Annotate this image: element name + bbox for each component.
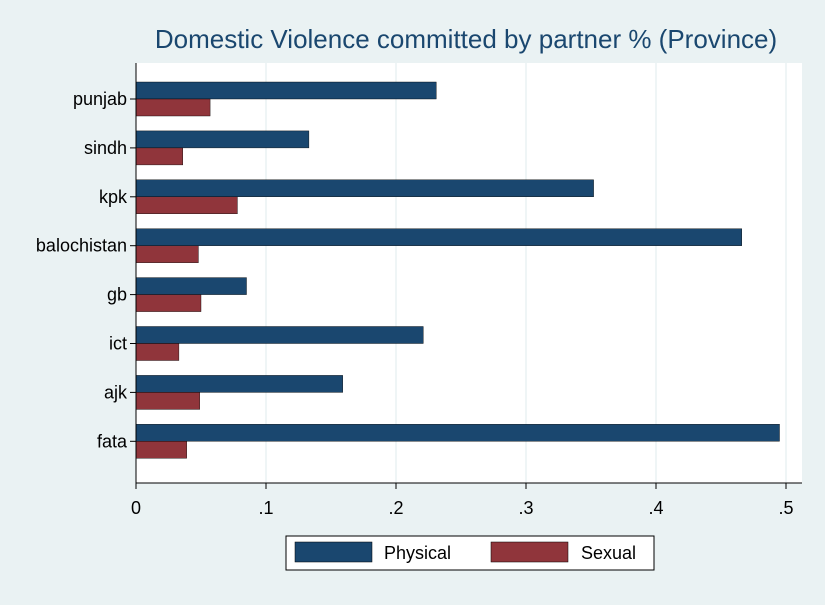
x-tick-label: 0	[131, 498, 141, 518]
bar-physical-sindh	[135, 130, 310, 149]
bar-sexual-fata	[135, 441, 187, 459]
bar-physical-ajk	[135, 375, 343, 393]
bar-physical-ict	[135, 326, 424, 344]
legend-swatch-physical	[294, 541, 373, 563]
bar-sexual-punjab	[135, 98, 211, 117]
bar-sexual-balochistan	[135, 245, 199, 263]
plot-area	[136, 63, 802, 483]
y-category-label: sindh	[84, 138, 127, 158]
legend-label-physical: Physical	[384, 543, 451, 563]
bar-physical-fata	[135, 424, 780, 442]
bar-sexual-ict	[135, 343, 180, 361]
y-category-label: balochistan	[36, 236, 127, 256]
bar-physical-kpk	[135, 179, 594, 198]
legend: Physical Sexual	[285, 535, 655, 571]
y-category-label: ajk	[104, 382, 128, 402]
x-tick-label: .1	[258, 498, 273, 518]
x-tick-label: .3	[518, 498, 533, 518]
chart-title: Domestic Violence committed by partner %…	[155, 24, 777, 54]
y-category-label: kpk	[99, 187, 128, 207]
bar-sexual-gb	[135, 294, 202, 312]
bars-group	[135, 81, 780, 459]
y-category-label: fata	[97, 431, 128, 451]
x-tick-label: .2	[388, 498, 403, 518]
y-category-label: punjab	[73, 89, 127, 109]
bar-sexual-kpk	[135, 196, 238, 215]
x-tick-label: .4	[648, 498, 663, 518]
y-axis-labels: punjab sindh kpk balochistan gb ict ajk fata	[36, 89, 136, 451]
y-category-label: gb	[107, 285, 127, 305]
bar-sexual-ajk	[135, 392, 200, 410]
legend-swatch-sexual	[490, 541, 569, 563]
bar-physical-balochistan	[135, 228, 742, 246]
x-axis-ticks: 0 .1 .2 .3 .4 .5	[131, 483, 794, 518]
legend-label-sexual: Sexual	[581, 543, 636, 563]
y-category-label: ict	[109, 334, 127, 354]
x-tick-label: .5	[778, 498, 793, 518]
bar-physical-punjab	[135, 81, 437, 100]
bar-sexual-sindh	[135, 147, 183, 166]
bar-physical-gb	[135, 277, 247, 295]
